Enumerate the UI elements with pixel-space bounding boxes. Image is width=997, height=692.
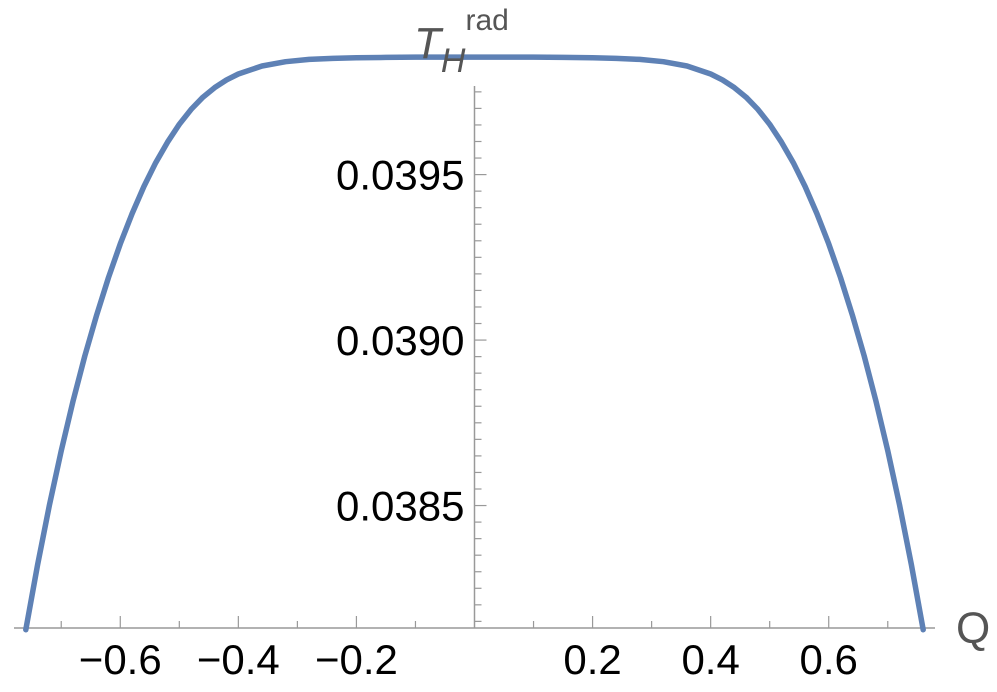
y-axis-label: THrad (414, 4, 509, 80)
y-axis-label-subscript: H (441, 42, 466, 80)
x-tick-label: 0.4 (681, 636, 739, 683)
y-axis-label-main: T (414, 19, 444, 68)
y-tick-label: 0.0395 (336, 152, 464, 199)
x-tick-label: −0.2 (315, 636, 398, 683)
y-axis-label-superscript: rad (465, 4, 508, 37)
x-axis-label: Q (956, 604, 990, 653)
y-tick-label: 0.0385 (336, 483, 464, 530)
y-tick-label: 0.0390 (336, 317, 464, 364)
x-tick-label: 0.6 (800, 636, 858, 683)
x-tick-label: −0.6 (79, 636, 162, 683)
tick-labels: −0.6 −0.4 −0.2 0.2 0.4 0.6 0.0385 0.0390 0.0395 (79, 152, 858, 683)
series-line (23, 54, 926, 633)
x-tick-label: 0.2 (563, 636, 621, 683)
x-tick-label: −0.4 (197, 636, 280, 683)
ticks (60, 91, 889, 628)
series (23, 54, 926, 633)
